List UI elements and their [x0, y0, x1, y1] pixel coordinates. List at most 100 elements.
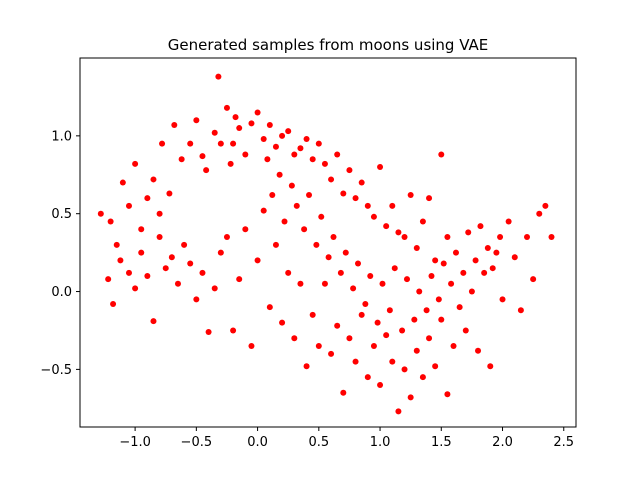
data-point — [403, 276, 410, 283]
data-point — [493, 249, 500, 256]
data-point — [199, 153, 206, 160]
y-tick-label: 1.0 — [51, 129, 72, 144]
data-point — [236, 125, 243, 132]
data-point — [465, 229, 472, 236]
x-tick-label: −1.0 — [119, 435, 151, 450]
data-point — [159, 140, 166, 147]
data-point — [411, 316, 418, 323]
data-point — [254, 109, 261, 116]
data-point — [346, 335, 353, 342]
data-point — [297, 145, 304, 152]
data-point — [266, 121, 273, 128]
data-point — [423, 307, 430, 314]
data-point — [279, 319, 286, 326]
data-point — [138, 249, 145, 256]
y-tick-label: 0.5 — [51, 207, 72, 222]
data-point — [203, 167, 210, 174]
data-point — [211, 129, 218, 136]
data-point — [383, 223, 390, 230]
data-point — [281, 218, 288, 225]
data-point — [413, 347, 420, 354]
data-point — [306, 192, 313, 199]
data-point — [150, 318, 157, 325]
data-point — [269, 192, 276, 199]
data-point — [395, 229, 402, 236]
data-point — [328, 176, 335, 183]
data-point — [223, 234, 230, 241]
data-point — [279, 132, 286, 139]
data-point — [125, 269, 132, 276]
data-point — [171, 121, 178, 128]
y-tick-label: −0.5 — [40, 363, 72, 378]
data-point — [211, 285, 218, 292]
data-point — [330, 234, 337, 241]
data-point — [487, 363, 494, 370]
data-point — [426, 195, 433, 202]
data-point — [288, 182, 295, 189]
data-point — [342, 249, 349, 256]
data-point — [477, 223, 484, 230]
data-point — [181, 241, 188, 248]
data-point — [377, 163, 384, 170]
data-point — [536, 210, 543, 217]
data-point — [364, 374, 371, 381]
data-point — [217, 249, 224, 256]
data-point — [419, 218, 426, 225]
data-point — [178, 156, 185, 163]
data-point — [367, 272, 374, 279]
data-points — [97, 73, 555, 415]
plot-frame — [79, 57, 577, 428]
data-point — [472, 257, 479, 264]
data-point — [444, 391, 451, 398]
data-point — [416, 288, 423, 295]
x-tick-label: 0.5 — [308, 435, 329, 450]
chart-title: Generated samples from moons using VAE — [168, 36, 489, 54]
data-point — [468, 288, 475, 295]
data-point — [362, 301, 369, 307]
x-tick-label: 1.5 — [431, 435, 452, 450]
data-point — [313, 241, 320, 248]
data-point — [364, 202, 371, 209]
data-point — [138, 226, 145, 233]
data-point — [293, 202, 300, 209]
data-point — [383, 332, 390, 339]
data-point — [248, 343, 255, 350]
data-point — [328, 350, 335, 357]
data-point — [113, 241, 120, 248]
data-point — [440, 260, 447, 267]
data-point — [340, 389, 347, 396]
data-point — [448, 280, 455, 287]
data-point — [321, 160, 328, 167]
data-point — [334, 322, 341, 329]
data-point — [242, 226, 249, 233]
data-point — [505, 218, 512, 225]
data-point — [413, 244, 420, 251]
data-point — [379, 280, 386, 287]
data-point — [230, 327, 237, 334]
data-point — [187, 140, 194, 147]
data-point — [272, 241, 279, 248]
data-point — [156, 210, 163, 217]
data-point — [389, 358, 396, 365]
data-point — [462, 327, 469, 334]
data-point — [285, 269, 292, 276]
data-point — [395, 408, 402, 415]
data-point — [358, 179, 365, 186]
data-point — [475, 347, 482, 354]
data-point — [132, 285, 139, 292]
data-point — [399, 327, 406, 334]
data-point — [150, 176, 157, 183]
data-point — [542, 202, 549, 209]
data-point — [162, 265, 169, 272]
data-point — [370, 343, 377, 350]
data-point — [315, 343, 322, 350]
data-point — [432, 257, 439, 264]
data-point — [426, 335, 433, 342]
data-point — [389, 202, 396, 209]
data-point — [318, 213, 325, 220]
data-point — [438, 316, 445, 323]
data-point — [321, 280, 328, 287]
data-point — [303, 135, 310, 142]
data-point — [266, 304, 273, 311]
